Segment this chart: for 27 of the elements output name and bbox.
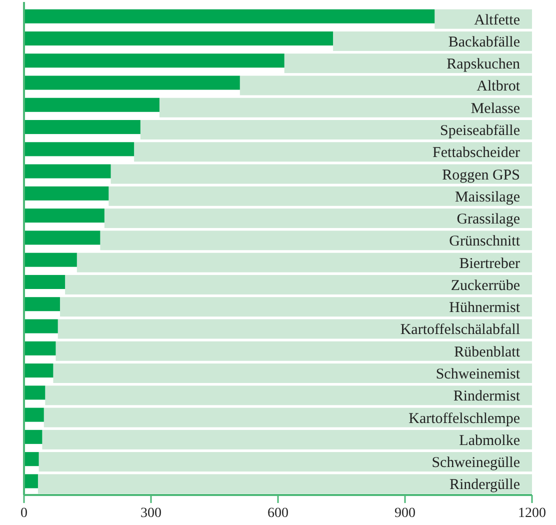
y-tick-label: Schweinemist xyxy=(436,366,521,382)
y-tick-label: Speiseabfälle xyxy=(440,123,520,139)
y-tick-label: Maissilage xyxy=(455,189,520,206)
y-tick-label: Rübenblatt xyxy=(454,344,521,360)
y-tick-label: Grünschnitt xyxy=(449,234,521,250)
x-tick-label: 600 xyxy=(268,506,288,521)
x-tick-label: 300 xyxy=(140,506,162,521)
y-tick-label: Backabfälle xyxy=(448,34,520,50)
y-tick-label: Rindermist xyxy=(453,388,521,405)
y-tick-label: Schweinegülle xyxy=(432,455,520,472)
y-tick-label: Zuckerrübe xyxy=(450,278,520,294)
x-tick-label: 900 xyxy=(394,506,416,521)
y-tick-label: Rindergülle xyxy=(449,477,520,494)
y-tick-label: Grassilage xyxy=(456,212,520,228)
y-tick-label: Kartoffelschlempe xyxy=(408,410,520,427)
y-tick-label: Roggen GPS xyxy=(442,167,520,184)
y-tick-label: Labmolke xyxy=(459,432,520,449)
y-tick-label: Kartoffelschälabfall xyxy=(400,322,520,338)
y-tick-label: Biertreber xyxy=(459,256,520,272)
y-tick-label: Fettabscheider xyxy=(432,145,520,162)
y-tick-label: Rapskuchen xyxy=(446,56,520,73)
x-tick-label: 0 xyxy=(20,506,28,521)
y-tick-label: Altbrot xyxy=(476,78,521,95)
x-tick-label: 1200 xyxy=(518,506,546,521)
y-tick-label: Altfette xyxy=(474,12,520,28)
y-tick-label: Hühnermist xyxy=(449,300,521,316)
y-tick-label: Melasse xyxy=(470,100,520,117)
